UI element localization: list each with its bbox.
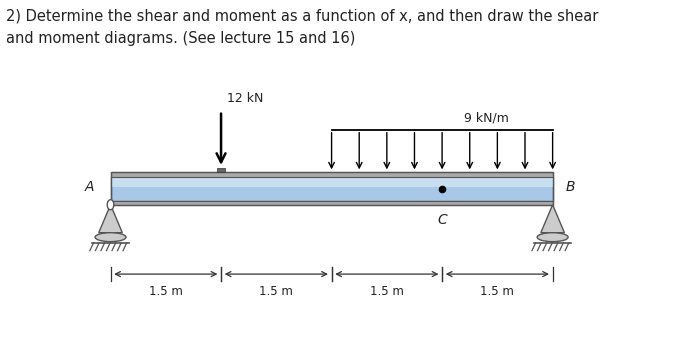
Ellipse shape (537, 233, 568, 242)
Text: 12 kN: 12 kN (227, 92, 263, 105)
Polygon shape (541, 205, 564, 233)
Ellipse shape (95, 233, 126, 242)
Bar (216, 168, 225, 172)
Text: A: A (85, 180, 95, 194)
Text: 1.5 m: 1.5 m (260, 285, 293, 298)
Bar (111, 201, 552, 205)
Bar (111, 177, 552, 187)
Bar (111, 177, 552, 201)
Bar (111, 172, 552, 177)
Text: and moment diagrams. (See lecture 15 and 16): and moment diagrams. (See lecture 15 and… (6, 31, 356, 46)
Text: 1.5 m: 1.5 m (370, 285, 404, 298)
Bar (111, 172, 552, 205)
Text: 1.5 m: 1.5 m (480, 285, 514, 298)
Text: 9 kN/m: 9 kN/m (464, 111, 509, 124)
Polygon shape (99, 205, 122, 233)
Text: C: C (438, 213, 447, 227)
Text: B: B (566, 180, 575, 194)
Text: 2) Determine the shear and moment as a function of x, and then draw the shear: 2) Determine the shear and moment as a f… (6, 9, 598, 24)
Circle shape (107, 200, 114, 210)
Text: 1.5 m: 1.5 m (149, 285, 183, 298)
